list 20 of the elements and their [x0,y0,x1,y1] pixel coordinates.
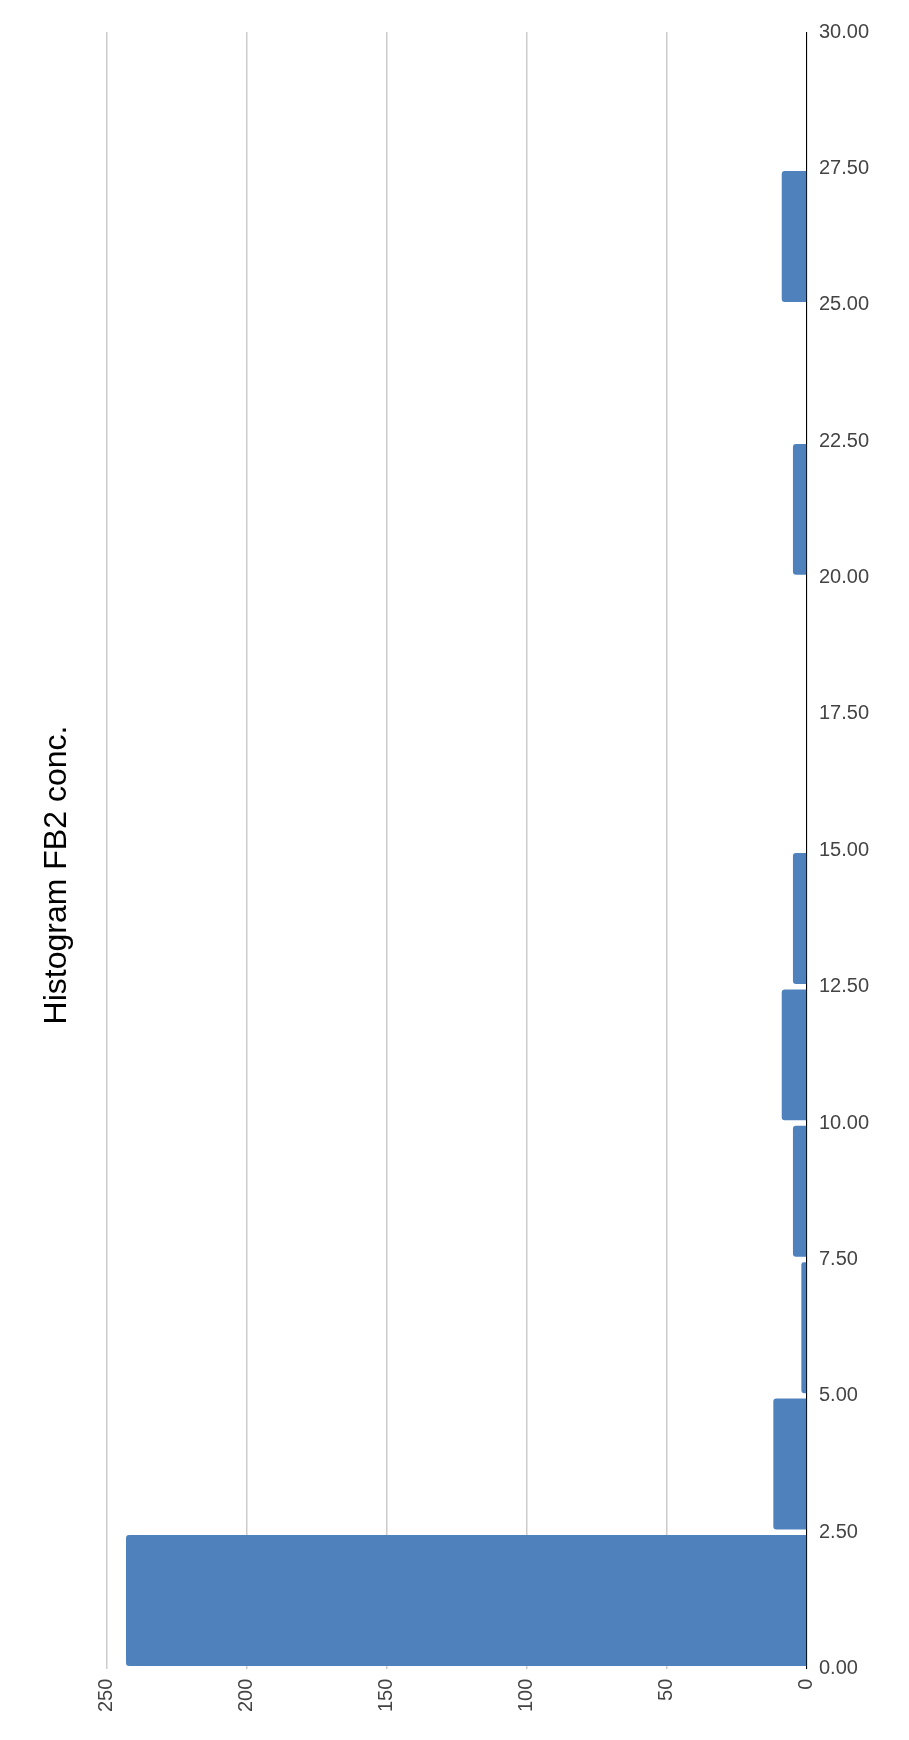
x-tick-label: 100 [514,1678,537,1713]
text: Histogram FB2 conc. [37,725,74,1025]
x-tick-label: 200 [234,1678,257,1713]
y-tick-label: 5.00 [818,1383,858,1406]
y-tick-label: 15.00 [818,837,870,860]
y-tick-label: 10.00 [818,1110,870,1133]
x-tick-label: 50 [654,1678,677,1701]
y-tick-label: 20.00 [818,565,870,588]
y-tick-label: 25.00 [818,292,870,315]
y-tick-label: 7.50 [818,1246,858,1269]
x-tick-label: 0 [794,1678,817,1690]
x-tick-label: 250 [93,1678,116,1713]
y-tick-label: 30.00 [818,19,870,42]
y-tick-label: 0.00 [818,1656,858,1679]
x-tick-label: 150 [374,1678,397,1713]
y-tick-label: 2.50 [818,1519,858,1542]
y-tick-label: 12.50 [818,974,870,997]
y-tick-label: 22.50 [818,428,870,451]
y-tick-label: 27.50 [818,155,870,178]
y-tick-label: 17.50 [818,701,870,724]
